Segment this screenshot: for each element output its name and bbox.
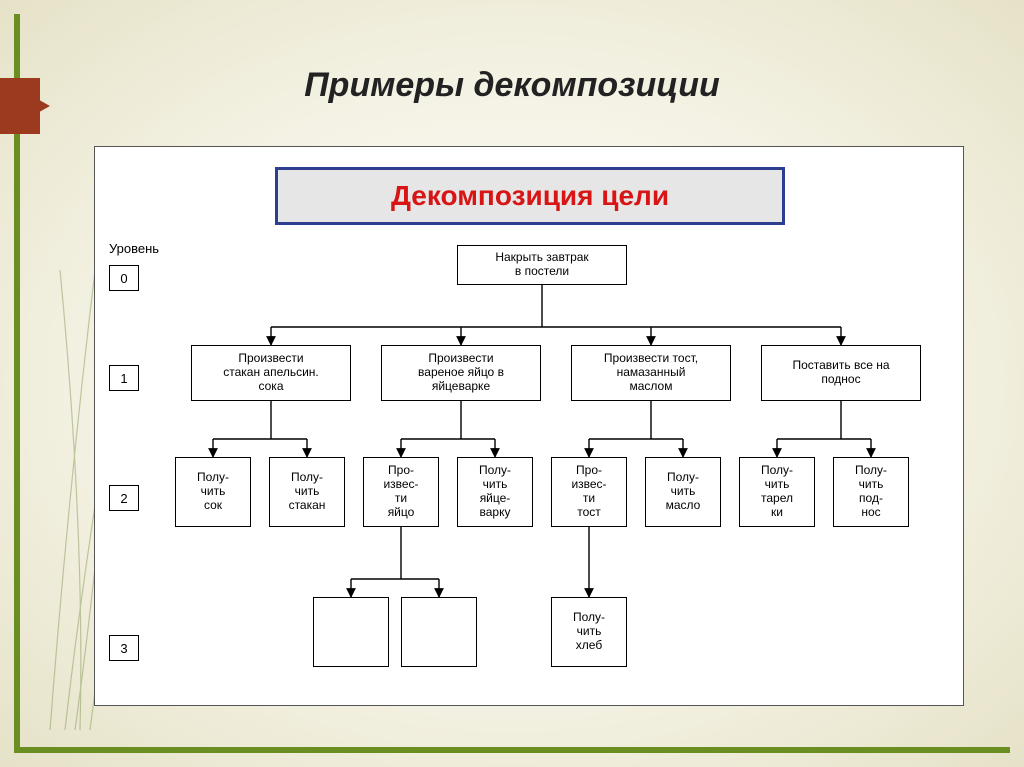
- subtitle-box: Декомпозиция цели: [275, 167, 785, 225]
- node-l3c: Полу-читьхлеб: [551, 597, 627, 667]
- node-l1a: Произвестистакан апельсин.сока: [191, 345, 351, 401]
- level-0-box: 0: [109, 265, 139, 291]
- level-3-box: 3: [109, 635, 139, 661]
- node-l1d: Поставить все наподнос: [761, 345, 921, 401]
- node-l1c: Произвести тост,намазанныймаслом: [571, 345, 731, 401]
- connector-layer: [95, 147, 965, 707]
- level-1-box: 1: [109, 365, 139, 391]
- node-l2a: Полу-читьсок: [175, 457, 251, 527]
- level-2-box: 2: [109, 485, 139, 511]
- node-l2b: Полу-читьстакан: [269, 457, 345, 527]
- accent-border-bottom: [14, 747, 1010, 753]
- node-l2d: Полу-читьяйце-варку: [457, 457, 533, 527]
- node-l2g: Полу-читьтарелки: [739, 457, 815, 527]
- node-l2e: Про-извес-титост: [551, 457, 627, 527]
- slide-title: Примеры декомпозиции: [0, 66, 1024, 105]
- node-root: Накрыть завтракв постели: [457, 245, 627, 285]
- diagram-panel: Декомпозиция цели Уровень 0 1 2 3 Накрыт…: [94, 146, 964, 706]
- node-l3b: [401, 597, 477, 667]
- node-l1b: Произвестивареное яйцо вяйцеварке: [381, 345, 541, 401]
- level-heading: Уровень: [109, 241, 159, 256]
- node-l3a: [313, 597, 389, 667]
- subtitle-text: Декомпозиция цели: [391, 180, 669, 212]
- node-l2f: Полу-читьмасло: [645, 457, 721, 527]
- node-l2c: Про-извес-тияйцо: [363, 457, 439, 527]
- node-l2h: Полу-читьпод-нос: [833, 457, 909, 527]
